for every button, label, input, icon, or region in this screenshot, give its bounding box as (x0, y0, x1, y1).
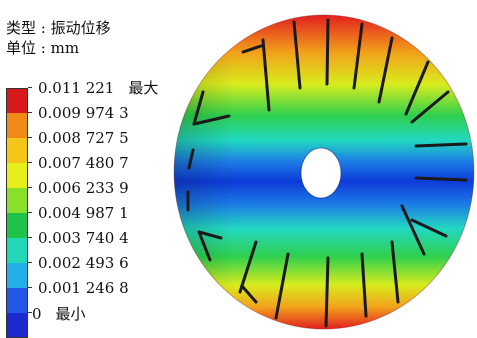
legend-label: 0.007 480 7 (38, 154, 129, 172)
legend-tick (28, 137, 32, 138)
legend-swatch (6, 113, 28, 138)
legend-swatch (6, 138, 28, 163)
legend-tick (28, 262, 32, 263)
legend-swatch (6, 88, 28, 113)
legend-swatch (6, 163, 28, 188)
result-type-label: 类型 : 振动位移 (6, 19, 111, 37)
legend-tick (28, 162, 32, 163)
disk-svg (173, 14, 475, 330)
plot-header: 类型 : 振动位移 单位 : mm (6, 18, 111, 58)
legend-tick (28, 237, 32, 238)
legend-tick (28, 87, 32, 88)
center-hole-edge (300, 147, 342, 199)
legend-tick (28, 287, 32, 288)
legend-swatch (6, 288, 28, 313)
legend-tick (28, 312, 32, 313)
legend-label: 0.003 740 4 (38, 229, 129, 247)
legend-label: 0.009 974 3 (38, 104, 129, 122)
legend-tick (28, 212, 32, 213)
legend-label: 0.006 233 9 (38, 179, 129, 197)
slot-marks (186, 18, 468, 328)
legend-tick (28, 187, 32, 188)
legend-swatch (6, 188, 28, 213)
unit-label: 单位 : mm (6, 39, 80, 57)
legend-swatch (6, 238, 28, 263)
legend-label: 0.001 246 8 (38, 279, 129, 297)
legend-label: 0.008 727 5 (38, 129, 129, 147)
legend-tick (28, 112, 32, 113)
legend-swatch (6, 263, 28, 288)
legend-swatch (6, 213, 28, 238)
legend-label: 0.011 221 最大 (38, 79, 159, 97)
center-hole (301, 148, 341, 198)
disk-contour-plot (166, 10, 477, 335)
legend-label: 0.002 493 6 (38, 254, 129, 272)
legend-label-min: 0 最小 (32, 305, 86, 323)
legend-label: 0.004 987 1 (38, 204, 129, 222)
legend-swatch (6, 313, 28, 338)
